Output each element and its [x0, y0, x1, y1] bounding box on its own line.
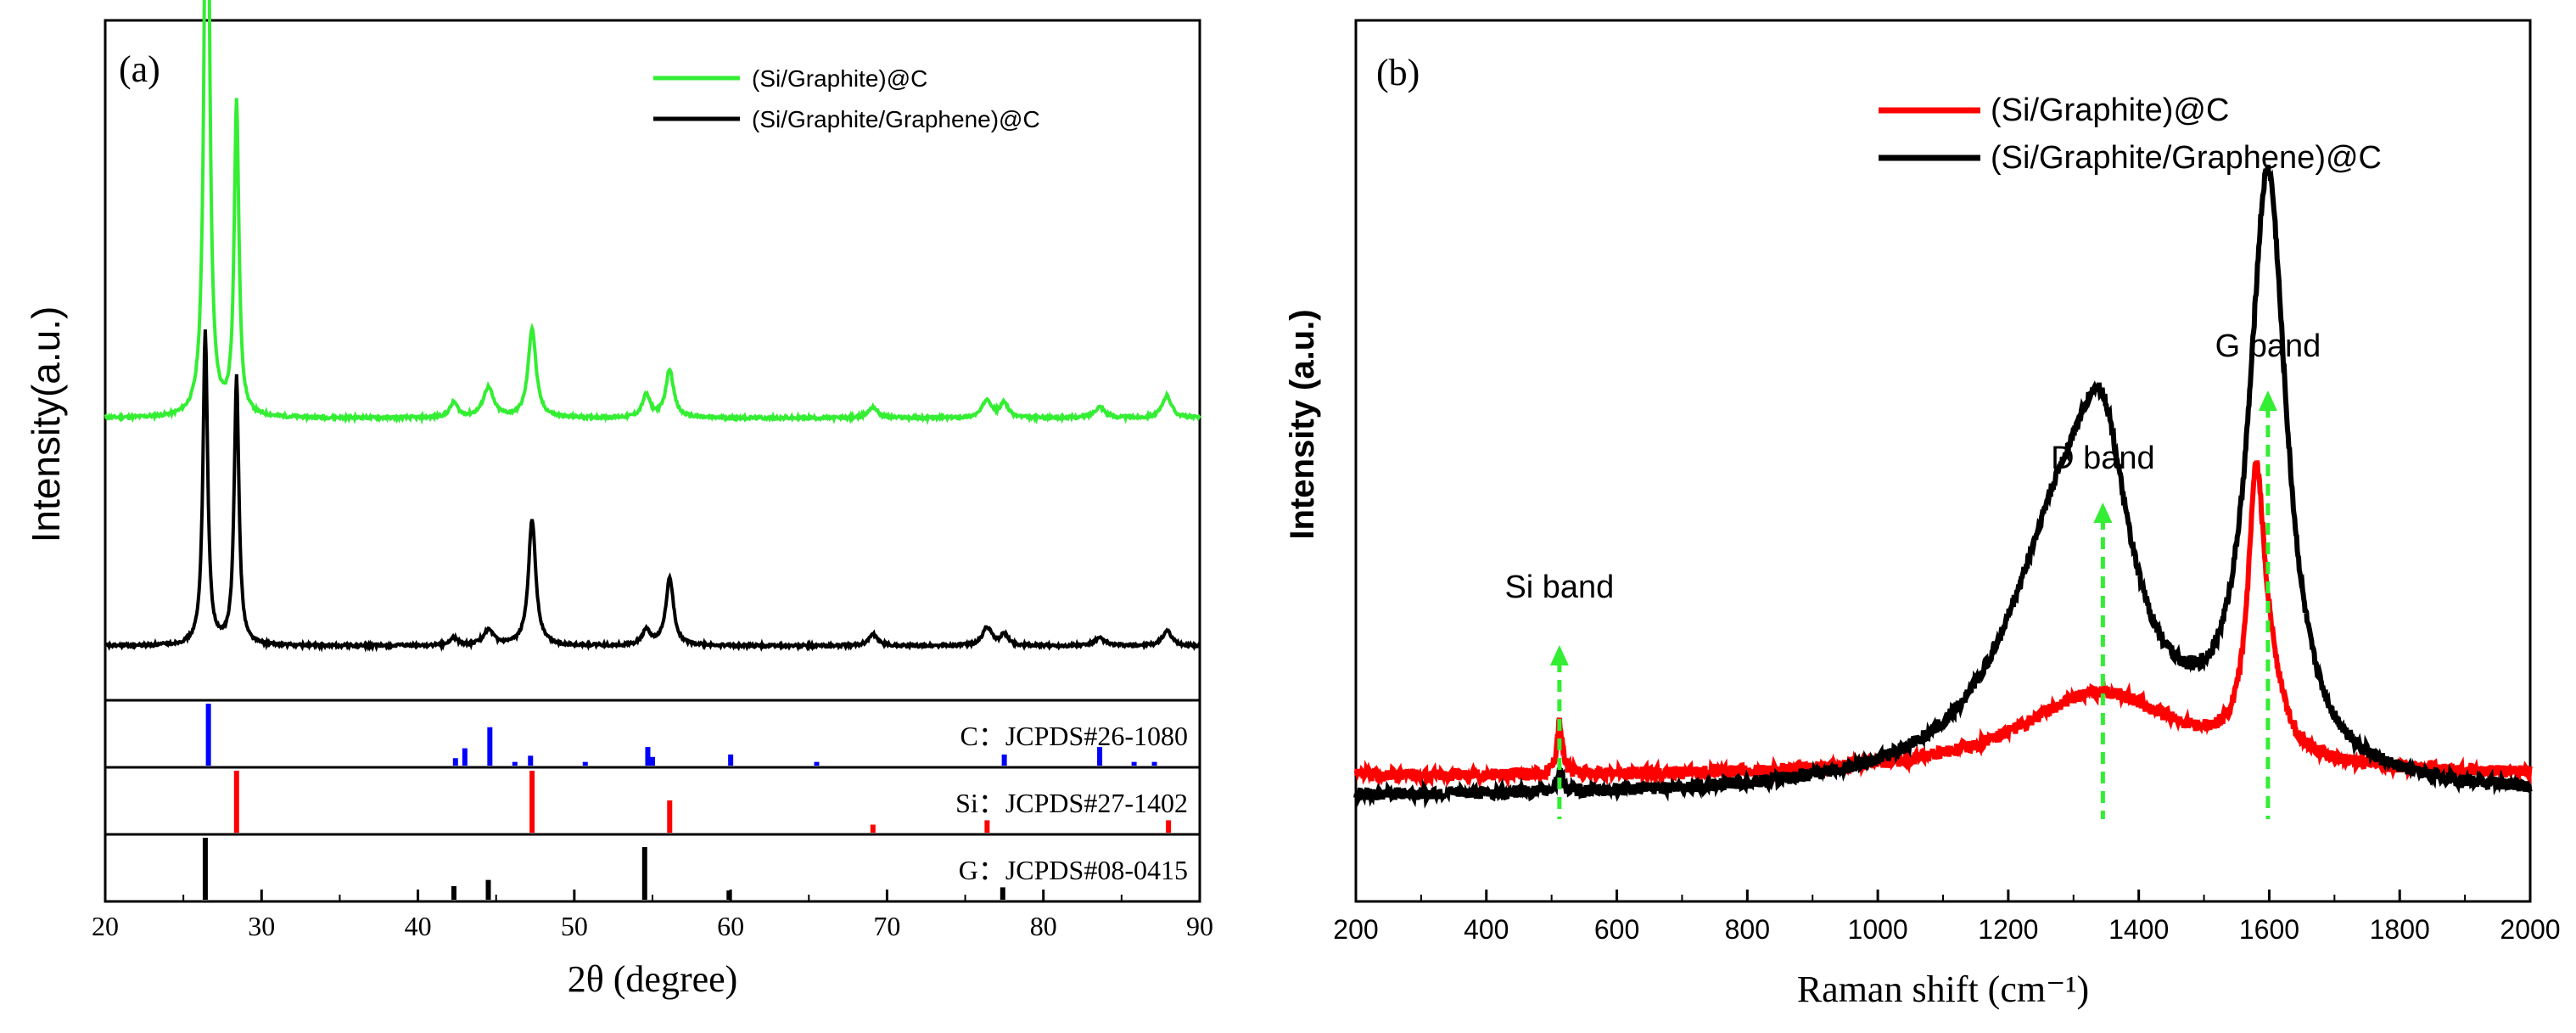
- raman-line-si-graphite-graphene: [1353, 164, 2533, 809]
- xrd-legend-label-si-graphite: (Si/Graphite)@C: [752, 65, 927, 92]
- xrd-ref-sticks-si: [233, 771, 1172, 833]
- raman-y-axis-label: Intensity (a.u.): [1284, 309, 1321, 539]
- raman-x-ticks: 200 400 600 800 1000 1200 1400 1600 1800 2000: [1333, 890, 2561, 945]
- raman-band-arrow-icon: [2093, 502, 2113, 523]
- xrd-ref-label-c: C：JCPDS#26-1080: [960, 721, 1188, 751]
- xrd-y-axis-label: Intensity(a.u.): [24, 306, 68, 543]
- xrd-ref-sticks-g: [202, 838, 1005, 900]
- raman-x-tick-label: 400: [1464, 914, 1509, 945]
- xrd-legend: (Si/Graphite)@C (Si/Graphite/Graphene)@C: [653, 65, 1040, 132]
- raman-legend: (Si/Graphite)@C (Si/Graphite/Graphene)@C: [1879, 93, 2382, 176]
- xrd-x-ticks: 20 30 40 50 60 70 80 90: [92, 890, 1213, 941]
- xrd-ref-sticks-c: [205, 704, 1157, 766]
- raman-band-label: G band: [2215, 328, 2321, 364]
- raman-band-arrow-icon: [2258, 390, 2277, 411]
- xrd-x-tick-label: 60: [717, 911, 744, 941]
- raman-x-tick-label: 200: [1333, 914, 1378, 945]
- raman-band-annotations: Si band D band G band: [1504, 328, 2321, 819]
- xrd-x-tick-label: 50: [561, 911, 588, 941]
- xrd-x-axis-label: 2θ (degree): [568, 958, 738, 1000]
- raman-panel: Si band D band G band (b) (Si/Graphite)@C …: [1284, 19, 2561, 1010]
- raman-x-tick-label: 1400: [2108, 914, 2169, 945]
- raman-x-tick-label: 800: [1725, 914, 1770, 945]
- raman-x-tick-label: 2000: [2500, 914, 2560, 945]
- raman-x-tick-label: 1600: [2239, 914, 2299, 945]
- xrd-x-tick-label: 70: [873, 911, 900, 941]
- xrd-x-tick-label: 40: [405, 911, 432, 941]
- raman-line-si-graphite: [1353, 460, 2533, 790]
- raman-band-label: D band: [2051, 441, 2155, 476]
- raman-band-label: Si band: [1504, 570, 1614, 605]
- xrd-x-tick-label: 90: [1186, 911, 1213, 941]
- xrd-plot-frame: [104, 19, 1201, 903]
- raman-panel-label: (b): [1376, 52, 1420, 93]
- xrd-ref-label-g: G：JCPDS#08-0415: [959, 855, 1188, 885]
- xrd-line-si-graphite: [104, 0, 1201, 426]
- raman-x-tick-label: 600: [1594, 914, 1639, 945]
- raman-legend-label-si-graphite-graphene: (Si/Graphite/Graphene)@C: [1991, 140, 2382, 176]
- xrd-ref-label-si: Si：JCPDS#27-1402: [955, 788, 1188, 818]
- xrd-legend-label-si-graphite-graphene: (Si/Graphite/Graphene)@C: [752, 106, 1040, 132]
- xrd-x-tick-label: 80: [1030, 911, 1057, 941]
- xrd-x-tick-label: 30: [248, 911, 275, 941]
- raman-x-tick-label: 1800: [2370, 914, 2430, 945]
- xrd-x-tick-label: 20: [92, 911, 119, 941]
- xrd-panel: C：JCPDS#26-1080 Si：JCPDS#27-1402 G：JCPDS…: [24, 0, 1213, 1000]
- raman-x-tick-label: 1000: [1848, 914, 1908, 945]
- xrd-panel-label: (a): [119, 48, 160, 90]
- xrd-line-si-graphite-graphene: [104, 329, 1201, 653]
- raman-x-tick-label: 1200: [1978, 914, 2038, 945]
- raman-x-axis-label: Raman shift (cm⁻¹): [1797, 968, 2089, 1010]
- raman-band-arrow-icon: [1549, 645, 1569, 665]
- raman-legend-label-si-graphite: (Si/Graphite)@C: [1991, 93, 2229, 128]
